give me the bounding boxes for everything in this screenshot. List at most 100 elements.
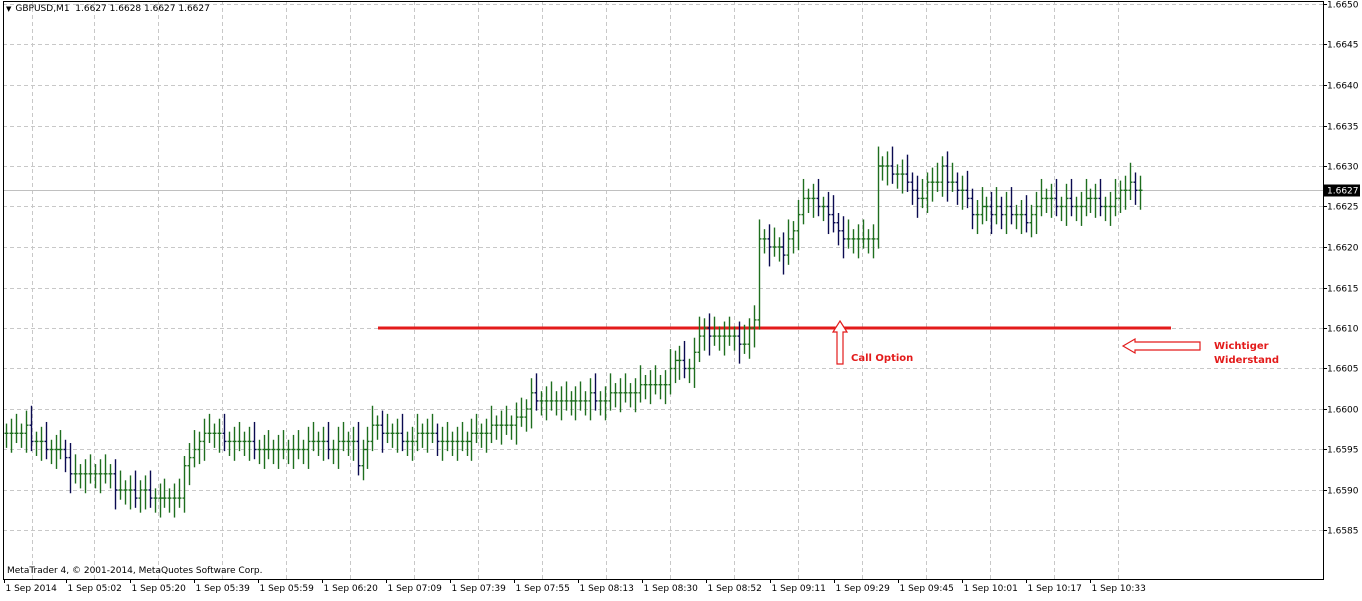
price-bar[interactable] xyxy=(1123,175,1128,210)
price-bar[interactable] xyxy=(1113,178,1118,217)
price-bar[interactable] xyxy=(975,200,980,235)
price-bar[interactable] xyxy=(420,423,425,448)
price-bar[interactable] xyxy=(747,318,752,359)
price-bar[interactable] xyxy=(1064,183,1069,226)
price-bar[interactable] xyxy=(777,237,782,262)
price-bar[interactable] xyxy=(583,391,588,416)
price-bar[interactable] xyxy=(549,381,554,411)
price-bar[interactable] xyxy=(816,178,821,217)
price-bar[interactable] xyxy=(1029,204,1034,238)
price-bar[interactable] xyxy=(128,475,133,510)
price-bar[interactable] xyxy=(24,410,29,453)
price-bar[interactable] xyxy=(529,378,534,429)
price-bar[interactable] xyxy=(415,413,420,452)
price-bar[interactable] xyxy=(970,188,975,230)
price-bar[interactable] xyxy=(915,175,920,218)
price-bar[interactable] xyxy=(593,373,598,411)
price-bar[interactable] xyxy=(1019,200,1024,235)
price-bar[interactable] xyxy=(1039,178,1044,217)
price-bar[interactable] xyxy=(673,350,678,384)
price-bar[interactable] xyxy=(796,200,801,251)
price-bar[interactable] xyxy=(479,423,484,448)
price-bar[interactable] xyxy=(162,478,167,508)
price-bar[interactable] xyxy=(890,146,895,184)
price-bar[interactable] xyxy=(390,423,395,448)
price-bar[interactable] xyxy=(945,151,950,202)
price-bar[interactable] xyxy=(192,430,197,468)
price-bar[interactable] xyxy=(757,219,762,330)
price-bar[interactable] xyxy=(940,156,945,197)
price-bar[interactable] xyxy=(425,418,430,453)
price-bar[interactable] xyxy=(242,431,247,456)
price-bar[interactable] xyxy=(687,358,692,384)
price-bar[interactable] xyxy=(177,478,182,508)
price-bar[interactable] xyxy=(103,454,108,484)
price-bar[interactable] xyxy=(326,421,331,460)
price-bar[interactable] xyxy=(1079,191,1084,226)
price-bar[interactable] xyxy=(861,219,866,249)
price-bar[interactable] xyxy=(440,426,445,461)
price-bar[interactable] xyxy=(851,229,856,254)
price-bar[interactable] xyxy=(682,340,687,379)
price-bar[interactable] xyxy=(361,439,366,481)
price-bar[interactable] xyxy=(618,378,623,413)
price-bar[interactable] xyxy=(172,483,177,518)
price-bar[interactable] xyxy=(876,146,881,249)
price-bar[interactable] xyxy=(187,443,192,486)
price-bar[interactable] xyxy=(519,397,524,427)
price-bar[interactable] xyxy=(722,321,727,356)
price-bar[interactable] xyxy=(989,191,994,235)
price-bar[interactable] xyxy=(474,413,479,444)
price-bar[interactable] xyxy=(336,426,341,469)
price-bar[interactable] xyxy=(871,224,876,259)
price-bar[interactable] xyxy=(559,386,564,421)
price-bar[interactable] xyxy=(1069,178,1074,217)
price-bar[interactable] xyxy=(930,167,935,202)
price-bar[interactable] xyxy=(524,399,529,432)
price-bar[interactable] xyxy=(1034,191,1039,235)
price-bar[interactable] xyxy=(836,212,841,246)
price-bar[interactable] xyxy=(262,434,267,469)
price-bar[interactable] xyxy=(608,373,613,411)
price-bar[interactable] xyxy=(469,418,474,461)
price-bar[interactable] xyxy=(9,418,14,453)
price-bar[interactable] xyxy=(138,480,143,513)
price-bar[interactable] xyxy=(108,464,113,489)
price-bar[interactable] xyxy=(1088,188,1093,213)
price-bar[interactable] xyxy=(925,172,930,213)
price-bar[interactable] xyxy=(430,413,435,444)
price-bar[interactable] xyxy=(1108,191,1113,226)
price-bar[interactable] xyxy=(1118,180,1123,213)
price-bar[interactable] xyxy=(207,413,212,444)
price-bar[interactable] xyxy=(707,313,712,356)
price-bar[interactable] xyxy=(1054,178,1059,217)
price-bar[interactable] xyxy=(534,373,539,411)
price-bar[interactable] xyxy=(1044,188,1049,213)
price-bar[interactable] xyxy=(346,431,351,456)
price-bar[interactable] xyxy=(623,373,628,403)
price-bar[interactable] xyxy=(375,415,380,440)
price-bar[interactable] xyxy=(702,318,707,351)
price-bar[interactable] xyxy=(762,229,767,254)
price-bar[interactable] xyxy=(588,378,593,421)
price-bar[interactable] xyxy=(668,349,673,395)
price-bar[interactable] xyxy=(4,423,9,448)
price-bar[interactable] xyxy=(955,172,960,205)
price-bar[interactable] xyxy=(658,374,663,400)
price-bar[interactable] xyxy=(286,439,291,465)
price-bar[interactable] xyxy=(767,224,772,267)
price-bar[interactable] xyxy=(331,439,336,465)
price-bar[interactable] xyxy=(663,370,668,405)
price-bar[interactable] xyxy=(1074,196,1079,222)
price-bar[interactable] xyxy=(370,405,375,452)
price-bar[interactable] xyxy=(984,196,989,222)
price-bar[interactable] xyxy=(965,170,970,209)
price-bar[interactable] xyxy=(920,178,925,209)
price-bar[interactable] xyxy=(633,378,638,413)
price-bar[interactable] xyxy=(202,418,207,461)
price-bar[interactable] xyxy=(197,431,202,465)
price-bar[interactable] xyxy=(271,439,276,465)
price-bar[interactable] xyxy=(806,188,811,213)
price-bar[interactable] xyxy=(821,196,826,222)
price-bar[interactable] xyxy=(153,488,158,513)
